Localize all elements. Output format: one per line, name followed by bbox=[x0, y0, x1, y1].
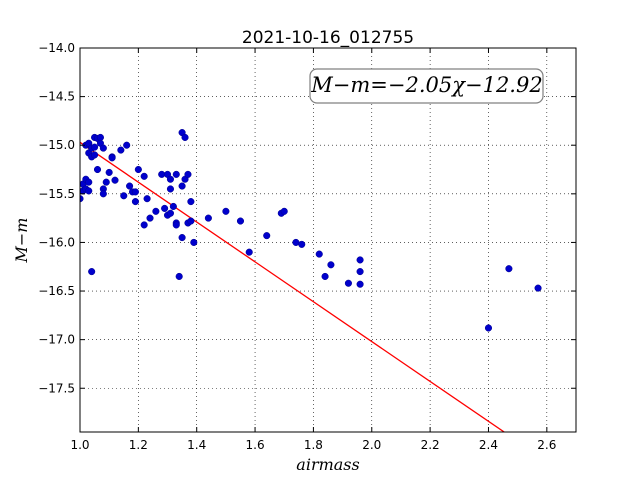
data-points bbox=[80, 129, 542, 332]
data-point bbox=[99, 190, 107, 198]
data-point bbox=[80, 195, 84, 203]
x-tick-label: 1.2 bbox=[129, 438, 148, 452]
y-tick-label: −16.0 bbox=[38, 235, 75, 249]
data-point bbox=[140, 221, 148, 229]
data-point bbox=[91, 151, 99, 159]
data-point bbox=[222, 207, 230, 215]
x-tick-label: 2.0 bbox=[362, 438, 381, 452]
data-point bbox=[204, 214, 212, 222]
data-point bbox=[85, 178, 93, 186]
data-point bbox=[108, 154, 116, 162]
y-tick-label: −15.5 bbox=[38, 187, 75, 201]
data-point bbox=[131, 188, 139, 196]
data-point bbox=[140, 172, 148, 180]
plot-area bbox=[80, 48, 576, 432]
data-point bbox=[172, 170, 180, 178]
data-point bbox=[190, 238, 198, 246]
data-point bbox=[172, 221, 180, 229]
data-point bbox=[321, 272, 329, 281]
x-axis-label: airmass bbox=[296, 455, 359, 474]
data-point bbox=[102, 178, 110, 186]
data-point bbox=[344, 279, 352, 287]
data-point bbox=[178, 182, 186, 190]
data-point bbox=[184, 170, 192, 178]
data-point bbox=[105, 168, 113, 176]
data-point bbox=[280, 207, 288, 215]
data-point bbox=[327, 261, 335, 269]
fit-annotation-text: M−m=−2.05χ−12.92 bbox=[310, 73, 542, 97]
data-point bbox=[263, 232, 271, 240]
data-point bbox=[126, 182, 134, 190]
data-point bbox=[134, 165, 142, 174]
data-point bbox=[166, 185, 174, 193]
data-point bbox=[143, 195, 151, 203]
x-tick-label: 1.8 bbox=[304, 438, 323, 452]
data-point bbox=[161, 204, 169, 212]
fit-annotation: M−m=−2.05χ−12.92 bbox=[309, 68, 544, 104]
data-point bbox=[169, 202, 177, 211]
data-point bbox=[131, 198, 139, 206]
x-tick-label: 2.2 bbox=[421, 438, 440, 452]
data-point bbox=[175, 272, 183, 281]
data-point bbox=[315, 250, 323, 258]
x-tick-label: 2.6 bbox=[537, 438, 556, 452]
data-point bbox=[236, 217, 245, 225]
y-tick-label: −14.0 bbox=[38, 41, 75, 55]
data-point bbox=[181, 133, 189, 141]
data-point bbox=[298, 240, 306, 248]
data-point bbox=[505, 265, 513, 273]
data-point bbox=[484, 324, 493, 332]
y-tick-label: −17.5 bbox=[38, 381, 75, 395]
y-tick-label: −15.0 bbox=[38, 138, 75, 152]
data-point bbox=[187, 198, 195, 206]
data-point bbox=[88, 268, 96, 276]
data-point bbox=[245, 248, 253, 256]
data-point bbox=[152, 207, 160, 215]
data-point bbox=[166, 175, 174, 183]
data-point bbox=[91, 143, 99, 151]
ticks: 1.0 1.2 1.4 1.6 1.8 2.0 2.2 2.4 2.6 −14.0 −14.5 −15… bbox=[38, 41, 576, 452]
x-tick-label: 2.4 bbox=[479, 438, 498, 452]
data-point bbox=[146, 214, 154, 222]
x-tick-label: 1.4 bbox=[187, 438, 206, 452]
data-point bbox=[96, 133, 104, 141]
fit-line bbox=[80, 141, 506, 432]
data-point bbox=[85, 187, 93, 195]
data-point bbox=[178, 234, 186, 242]
fit-layer bbox=[80, 141, 506, 432]
data-point bbox=[166, 209, 174, 217]
y-tick-label: −14.5 bbox=[38, 90, 75, 104]
data-point bbox=[123, 141, 131, 149]
data-point bbox=[120, 192, 128, 200]
fit-annotation-box bbox=[309, 68, 544, 104]
x-tick-label: 1.0 bbox=[70, 438, 89, 452]
data-point bbox=[93, 165, 102, 174]
data-point bbox=[111, 176, 119, 184]
data-point bbox=[356, 256, 364, 264]
data-point bbox=[534, 284, 542, 292]
data-point bbox=[356, 268, 364, 276]
y-axis-label: M−m bbox=[12, 218, 31, 264]
data-point bbox=[117, 146, 125, 154]
data-point bbox=[356, 280, 364, 288]
y-tick-label: −17.0 bbox=[38, 333, 75, 347]
x-tick-label: 1.6 bbox=[246, 438, 265, 452]
data-point bbox=[187, 217, 195, 225]
chart-title: 2021-10-16_012755 bbox=[242, 28, 414, 48]
plot-frame bbox=[79, 47, 577, 433]
data-point bbox=[99, 144, 107, 152]
y-tick-label: −16.5 bbox=[38, 284, 75, 298]
